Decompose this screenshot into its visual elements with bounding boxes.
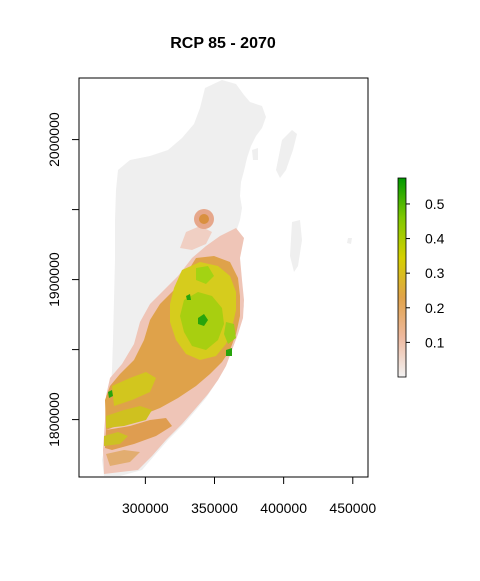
x-tick-label: 400000	[260, 500, 307, 516]
x-tick-label: 300000	[122, 500, 169, 516]
suitability-max-region	[226, 348, 232, 356]
suitability-higher-region	[196, 266, 214, 284]
x-tick-label: 350000	[191, 500, 238, 516]
y-tick-label: 1900000	[46, 252, 62, 307]
suitability-hotspot	[199, 214, 209, 224]
suitability-higher-region	[224, 322, 236, 344]
suitability-mid-region	[106, 450, 140, 466]
legend-tick-label: 0.5	[425, 196, 445, 212]
legend-tick-label: 0.2	[425, 300, 445, 316]
island	[276, 130, 297, 178]
suitability-max-region	[108, 390, 113, 398]
legend-ticks: 0.1 0.2 0.3 0.4 0.5	[406, 196, 445, 350]
y-tick-label: 1800000	[46, 392, 62, 447]
suitability-max-region	[198, 314, 208, 326]
x-axis: 300000 350000 400000 450000	[122, 476, 376, 516]
island	[290, 220, 302, 272]
suitability-high-region	[112, 372, 156, 406]
suitability-high-region	[106, 406, 152, 428]
suitability-max-region	[186, 294, 191, 300]
legend-colorbar	[397, 177, 407, 378]
suitability-low-region	[180, 226, 212, 250]
raster-map	[102, 80, 352, 476]
legend-tick-label: 0.1	[425, 334, 445, 350]
legend-tick-label: 0.3	[425, 265, 445, 281]
legend-tick-label: 0.4	[425, 231, 445, 247]
island	[347, 238, 352, 244]
y-axis: 1800000 1900000 2000000	[46, 112, 79, 447]
y-tick-label: 2000000	[46, 112, 62, 167]
island	[252, 148, 258, 160]
x-tick-label: 450000	[329, 500, 376, 516]
suitability-high-region	[104, 432, 128, 446]
map-title: RCP 85 - 2070	[170, 35, 276, 52]
